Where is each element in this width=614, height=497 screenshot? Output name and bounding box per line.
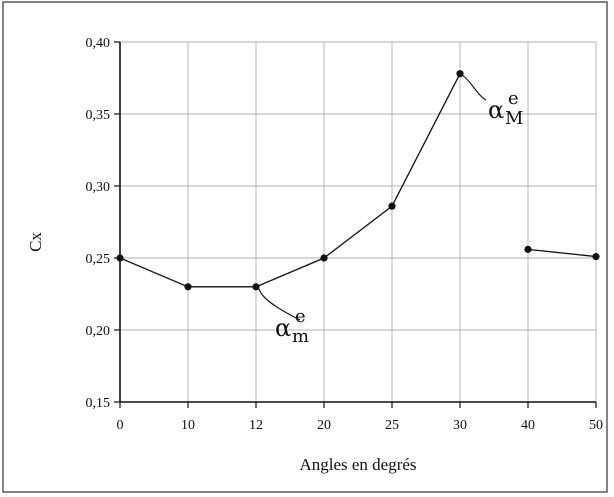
annotation: α Me <box>462 75 523 129</box>
x-tick-label: 0 <box>117 418 124 433</box>
series-lines <box>119 73 597 288</box>
x-tick-label: 30 <box>453 418 467 433</box>
series-points <box>116 70 600 291</box>
data-point <box>388 202 396 210</box>
annotations: α meα Me <box>258 75 523 347</box>
y-tick-labels: 0,15 0,20 0,25 0,30 0,35 0,40 <box>86 36 111 411</box>
y-tick-label: 0,15 <box>86 396 111 411</box>
annotation-symbol: α <box>275 314 291 342</box>
annotation-subscript: m <box>292 326 309 347</box>
axes <box>114 41 597 408</box>
x-axis-label: Angles en degrés <box>299 455 416 474</box>
y-tick-label: 0,25 <box>86 252 111 267</box>
y-tick-label: 0,30 <box>86 180 111 195</box>
data-point <box>320 254 328 262</box>
x-tick-label: 12 <box>249 418 263 433</box>
annotation-superscript: e <box>295 306 306 327</box>
grid <box>120 41 597 402</box>
annotation-symbol: α <box>488 96 504 124</box>
data-point <box>592 252 600 261</box>
data-point <box>252 283 260 291</box>
annotation-subscript: M <box>505 108 523 129</box>
y-tick-label: 0,40 <box>86 36 111 51</box>
x-tick-label: 20 <box>317 418 331 433</box>
data-point <box>116 254 124 262</box>
y-axis-label: Cx <box>26 232 45 252</box>
chart-frame <box>2 1 608 493</box>
data-point <box>524 245 532 253</box>
x-tick-label: 10 <box>181 418 195 433</box>
annotation-leader <box>462 75 487 101</box>
x-tick-label: 25 <box>385 418 399 433</box>
data-point <box>456 70 464 78</box>
x-tick-labels: 0 10 12 20 25 30 40 50 <box>117 418 604 433</box>
x-tick-label: 50 <box>589 418 603 433</box>
series-line <box>119 73 461 288</box>
y-tick-label: 0,35 <box>86 108 111 123</box>
x-tick-label: 40 <box>521 418 535 433</box>
annotation: α me <box>258 288 309 347</box>
y-tick-label: 0,20 <box>86 324 111 339</box>
data-point <box>184 283 192 291</box>
series-line <box>527 248 597 258</box>
annotation-superscript: e <box>508 88 519 109</box>
annotation-leader <box>258 288 301 321</box>
